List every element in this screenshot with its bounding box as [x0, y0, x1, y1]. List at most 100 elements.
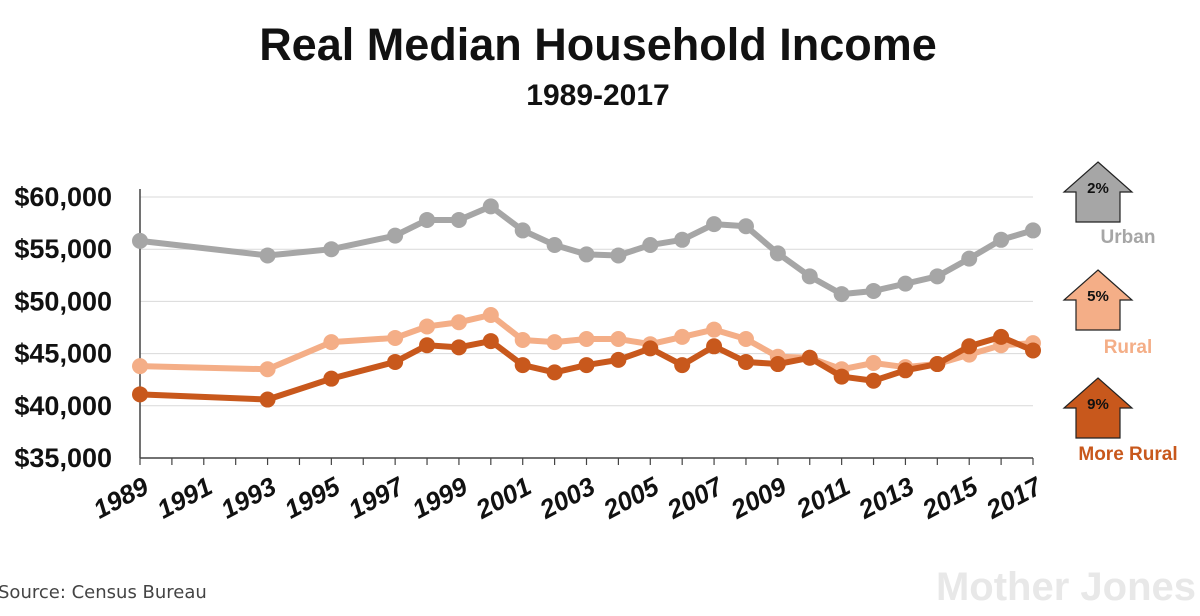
legend: 2% Urban 5% Rural 9% More Rural: [1062, 161, 1178, 465]
x-tick-label: 2013: [853, 471, 920, 525]
data-point: [1025, 342, 1041, 359]
up-arrow-icon: [1062, 161, 1134, 223]
x-tick-label: 2015: [917, 471, 984, 525]
data-point: [450, 339, 467, 356]
y-tick-label: $55,000: [14, 234, 112, 264]
data-point: [387, 353, 404, 370]
data-point: [865, 354, 882, 371]
brand-logo: Mother Jones: [936, 565, 1196, 609]
x-tick-label: 2017: [980, 470, 1047, 525]
data-point: [259, 361, 276, 378]
data-point: [674, 231, 691, 248]
y-tick-label: $60,000: [14, 182, 112, 212]
data-point: [706, 321, 723, 338]
legend-change-value: 5%: [1087, 288, 1109, 305]
data-point: [610, 351, 627, 368]
data-point: [993, 328, 1010, 345]
data-point: [259, 247, 276, 264]
data-point: [514, 357, 531, 374]
data-point: [419, 337, 436, 354]
y-tick-label: $40,000: [14, 391, 112, 421]
data-point: [674, 328, 691, 345]
data-point: [323, 334, 340, 351]
data-point: [737, 218, 754, 235]
x-tick-label: 1999: [407, 471, 473, 525]
plot-area: [132, 198, 1041, 408]
legend-label: Rural: [1104, 337, 1153, 358]
chart-title: Real Median Household Income: [259, 19, 937, 70]
gridlines: [140, 196, 1033, 407]
data-point: [419, 211, 436, 228]
data-point: [546, 237, 563, 254]
data-point: [897, 275, 914, 292]
x-tick-label: 1997: [343, 470, 410, 524]
legend-label: Urban: [1101, 227, 1156, 248]
data-point: [674, 357, 691, 374]
data-point: [706, 216, 723, 233]
data-point: [801, 268, 818, 285]
data-point: [961, 250, 978, 267]
legend-change-value: 9%: [1087, 396, 1109, 413]
data-point: [482, 306, 499, 323]
data-point: [833, 368, 850, 385]
data-point: [642, 237, 659, 254]
x-tick-label: 1993: [216, 471, 282, 525]
data-point: [578, 330, 595, 347]
x-tick-label: 1991: [152, 471, 217, 525]
up-arrow-icon: [1062, 269, 1134, 331]
up-arrow-icon: [1062, 377, 1134, 439]
x-tick-label: 1989: [88, 471, 154, 525]
x-tick-label: 2001: [470, 471, 536, 525]
data-point: [769, 356, 786, 373]
data-point: [546, 364, 563, 381]
data-point: [259, 391, 276, 408]
data-point: [993, 231, 1010, 248]
data-point: [610, 330, 627, 347]
legend-change-value: 2%: [1087, 180, 1109, 197]
data-point: [961, 338, 978, 355]
data-point: [897, 362, 914, 379]
data-point: [737, 330, 754, 347]
data-point: [578, 246, 595, 263]
data-point: [578, 357, 595, 374]
x-tick-label: 2011: [791, 471, 855, 524]
data-point: [132, 386, 148, 403]
data-point: [546, 334, 563, 351]
data-point: [737, 353, 754, 370]
x-tick-label: 1995: [280, 471, 346, 525]
y-tick-label: $50,000: [14, 286, 112, 316]
data-point: [323, 370, 340, 387]
x-tick-label: 2003: [534, 471, 601, 525]
data-point: [514, 222, 531, 239]
data-point: [132, 232, 148, 249]
data-point: [450, 211, 467, 228]
data-point: [514, 332, 531, 349]
y-tick-label: $35,000: [14, 443, 112, 473]
data-point: [769, 245, 786, 262]
data-point: [865, 372, 882, 389]
data-point: [706, 338, 723, 355]
data-point: [865, 282, 882, 299]
data-point: [642, 340, 659, 357]
data-point: [482, 333, 499, 350]
source-note: Source: Census Bureau: [0, 582, 207, 603]
data-point: [132, 358, 148, 375]
data-point: [450, 314, 467, 331]
data-point: [1025, 222, 1041, 239]
data-point: [387, 329, 404, 346]
x-tick-label: 2007: [661, 470, 728, 525]
x-tick-label: 2005: [598, 471, 665, 525]
data-point: [323, 241, 340, 258]
data-point: [387, 227, 404, 244]
legend-label: More Rural: [1078, 444, 1177, 465]
data-point: [801, 349, 818, 366]
data-point: [610, 247, 627, 264]
data-point: [419, 318, 436, 335]
x-tick-label: 2009: [725, 471, 792, 525]
y-tick-label: $45,000: [14, 339, 112, 369]
chart-subtitle: 1989-2017: [526, 79, 669, 112]
data-point: [929, 356, 946, 373]
data-point: [833, 286, 850, 303]
data-point: [482, 198, 499, 215]
